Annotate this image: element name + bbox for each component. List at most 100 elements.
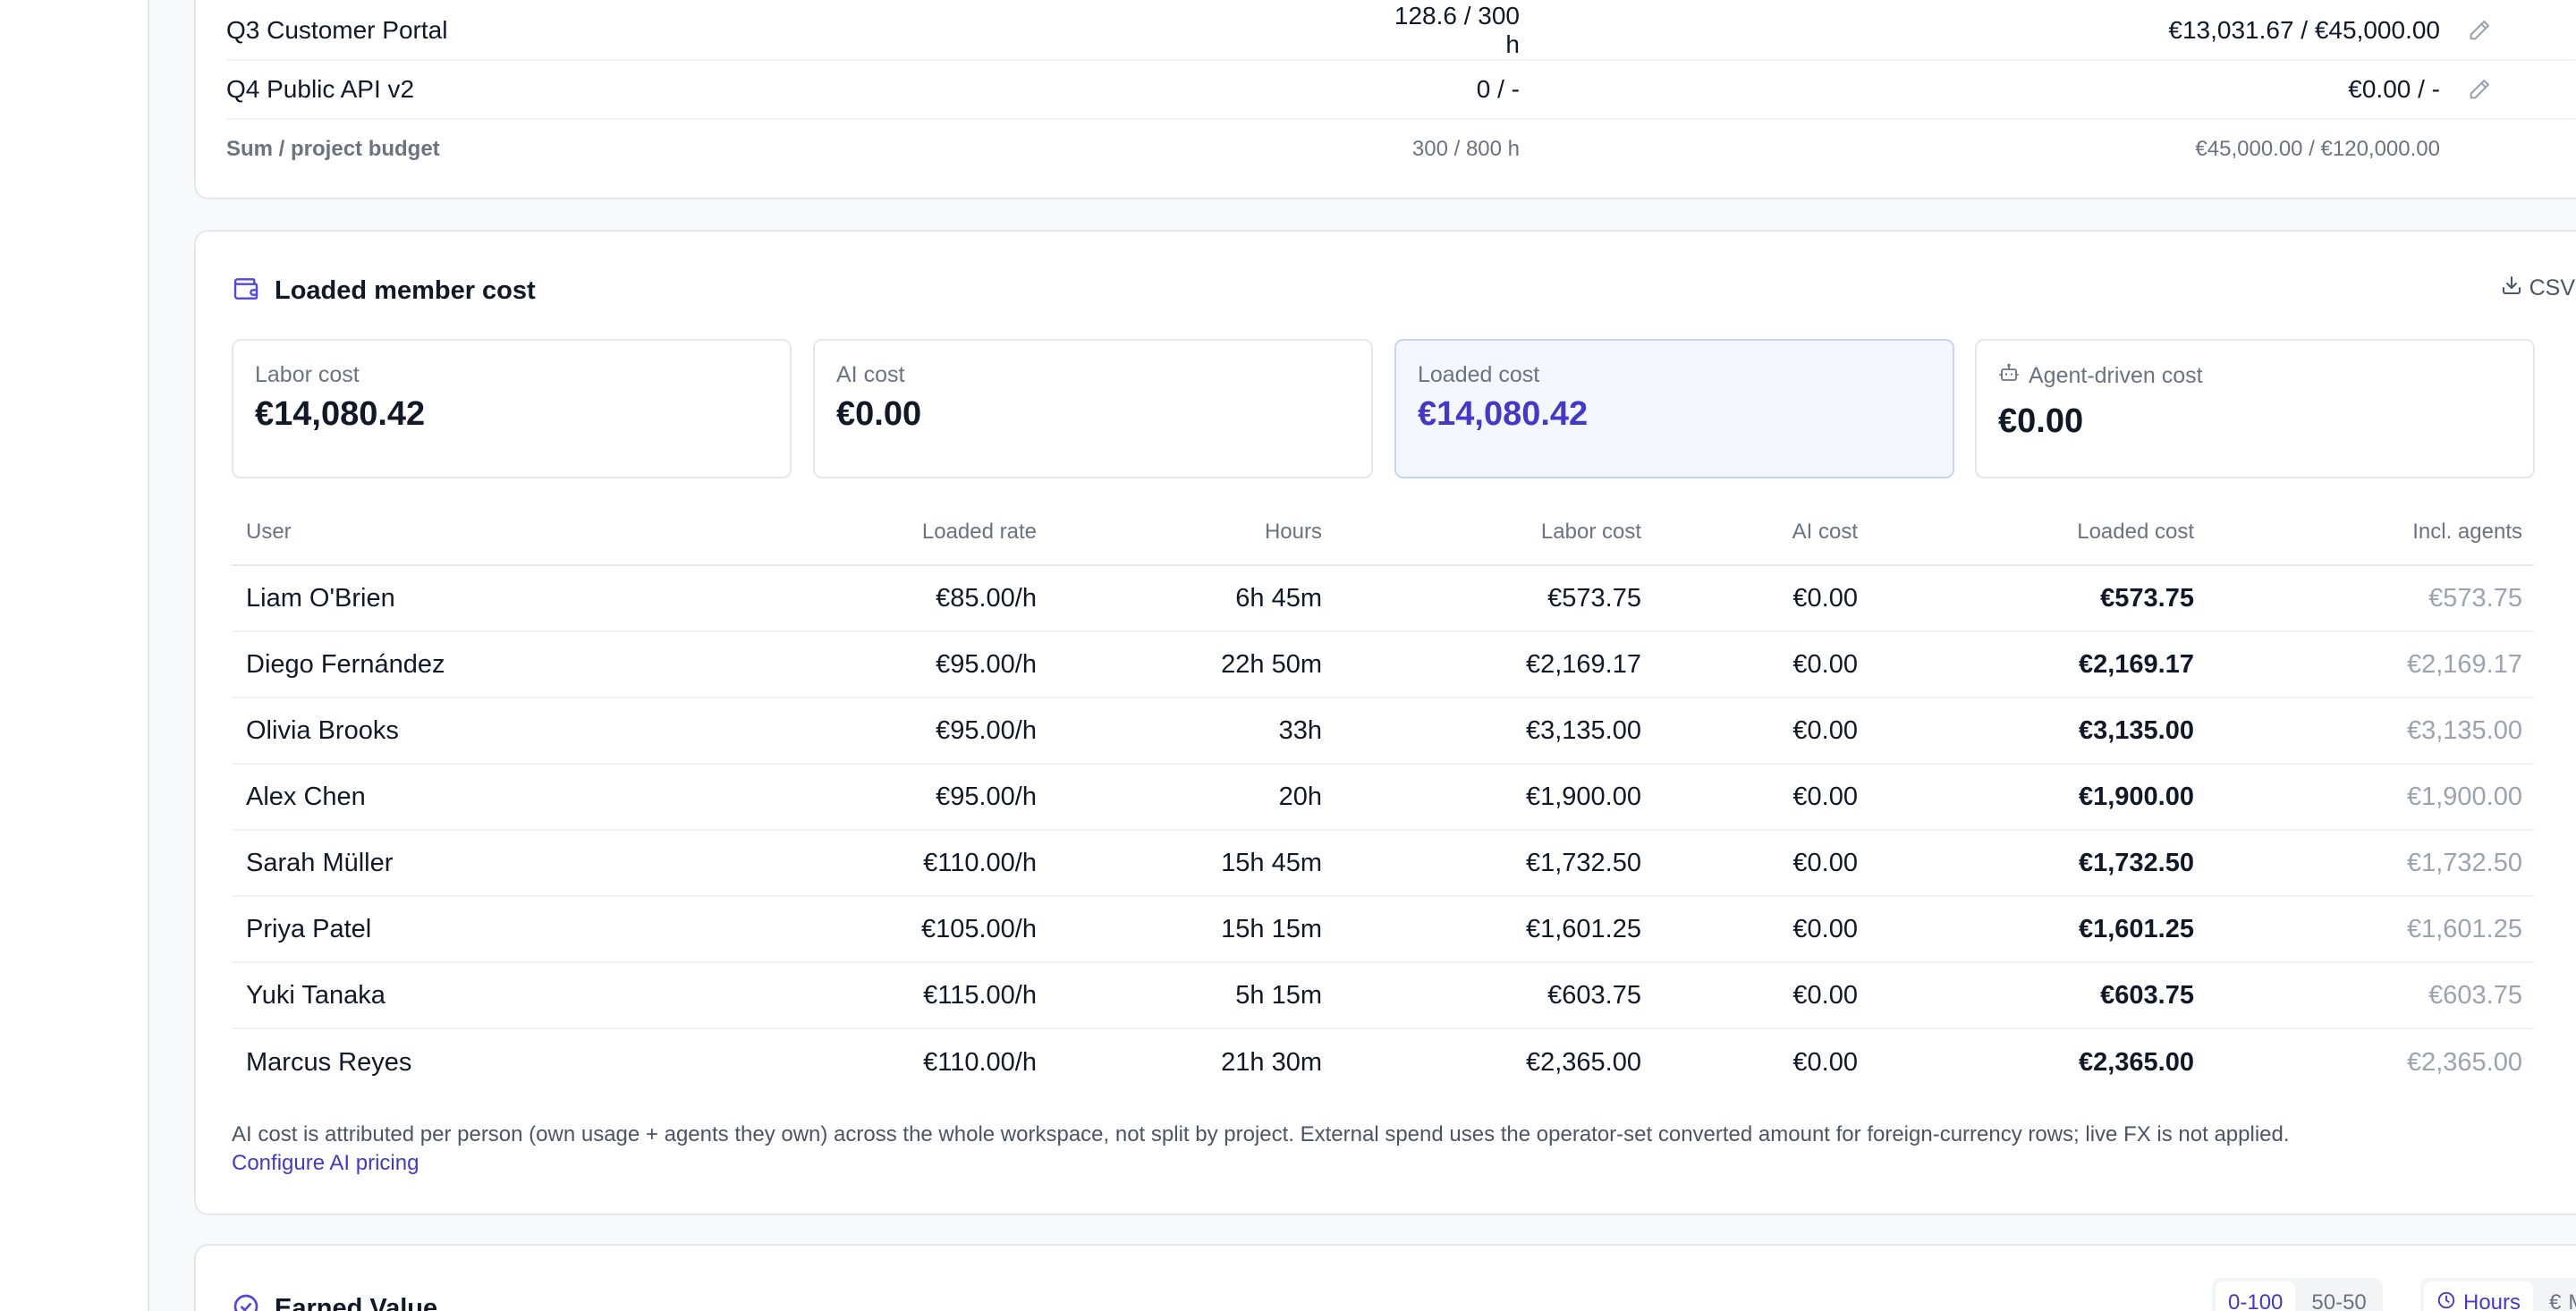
method-toggle: 0-100 50-50 [2212,1278,2383,1311]
cell-user: Alex Chen [246,782,366,811]
cell-incl-agents: €2,169.17 [2406,649,2522,679]
cell-user: Sarah Müller [246,848,394,877]
sidebar [0,0,149,1311]
stat-label: Labor cost [255,362,360,387]
pencil-icon[interactable] [2467,77,2492,102]
clock-icon [2436,1290,2456,1311]
cost-summary-stats: Labor cost €14,080.42 AI cost €0.00 Load… [232,339,2535,478]
header-labor-cost[interactable]: Labor cost [1540,520,1641,544]
gauge-icon [232,1292,260,1311]
cell-hours: 15h 15m [1221,914,1322,943]
table-row: Olivia Brooks €95.00/h 33h €3,135.00 €0.00 €3… [232,698,2534,765]
table-body: Liam O'Brien €85.00/h 6h 45m €573.75 €0.00 €5… [232,566,2534,1095]
stat-agent-driven-cost: Agent-driven cost €0.00 [1975,339,2535,478]
loaded-member-cost-card: Loaded member cost CSV Labor cost €14,08… [194,230,2576,1215]
cell-loaded-rate: €110.00/h [923,1047,1037,1077]
cell-hours: 33h [1278,715,1322,745]
earned-value-card: Earned Value 0-100 50-50 Hours € Money [194,1244,2576,1311]
unit-option-hours[interactable]: Hours [2424,1281,2534,1311]
table-row: Yuki Tanaka €115.00/h 5h 15m €603.75 €0.00 €6… [232,963,2534,1029]
budget-row: Q3 Customer Portal 128.6 / 300 h €13,031… [226,2,2575,61]
cell-hours: 22h 50m [1221,649,1322,679]
cell-loaded-rate: €115.00/h [923,980,1037,1010]
robot-icon [1998,362,2020,390]
cell-loaded-rate: €95.00/h [936,649,1037,679]
budget-money: €0.00 / - [2348,75,2440,103]
cell-loaded-cost: €573.75 [2100,583,2194,613]
cell-incl-agents: €1,900.00 [2406,782,2522,811]
stat-label: Agent-driven cost [2029,363,2203,388]
header-loaded-cost[interactable]: Loaded cost [2077,520,2194,544]
budget-sum-money: €45,000.00 / €120,000.00 [2195,137,2440,161]
budget-hours: 128.6 / 300 h [1394,2,1520,58]
stat-value: €0.00 [836,395,922,433]
cell-labor-cost: €603.75 [1547,980,1641,1010]
table-row: Marcus Reyes €110.00/h 21h 30m €2,365.00 €0.… [232,1029,2534,1095]
cell-loaded-rate: €105.00/h [920,914,1037,943]
cell-ai-cost: €0.00 [1792,848,1858,877]
budget-sum-row: Sum / project budget 300 / 800 h €45,000… [226,120,2575,179]
cell-incl-agents: €603.75 [2428,980,2522,1010]
download-icon [2501,275,2522,302]
stat-label: Loaded cost [1418,362,1540,387]
ai-cost-note: AI cost is attributed per person (own us… [232,1121,2557,1178]
stat-value: €14,080.42 [1418,395,1589,433]
stat-value: €0.00 [1998,402,2084,440]
cell-ai-cost: €0.00 [1792,782,1858,811]
method-option-50-50[interactable]: 50-50 [2311,1290,2367,1311]
header-ai-cost[interactable]: AI cost [1792,520,1858,544]
budget-project-name: Q4 Public API v2 [226,75,415,103]
budget-sum-hours: 300 / 800 h [1411,137,1520,161]
cell-loaded-cost: €1,601.25 [2078,914,2194,943]
cell-hours: 5h 15m [1235,980,1322,1010]
cell-ai-cost: €0.00 [1792,1047,1858,1077]
budget-sum-label: Sum / project budget [226,137,440,161]
header-incl-agents[interactable]: Incl. agents [2412,520,2522,544]
cell-labor-cost: €1,900.00 [1525,782,1641,811]
table-row: Sarah Müller €110.00/h 15h 45m €1,732.50 €0.… [232,831,2534,897]
cell-hours: 21h 30m [1221,1047,1322,1077]
header-loaded-rate[interactable]: Loaded rate [921,520,1037,544]
cell-labor-cost: €573.75 [1547,583,1641,613]
cell-user: Olivia Brooks [246,715,399,745]
cell-incl-agents: €2,365.00 [2406,1047,2522,1077]
table-row: Priya Patel €105.00/h 15h 15m €1,601.25 €0.0… [232,897,2534,963]
cell-user: Marcus Reyes [246,1047,412,1077]
budget-money: €13,031.67 / €45,000.00 [2168,16,2440,44]
stat-labor-cost: Labor cost €14,080.42 [232,339,792,478]
cell-hours: 6h 45m [1235,583,1322,613]
table-row: Diego Fernández €95.00/h 22h 50m €2,169.17 €… [232,632,2534,698]
method-option-0-100[interactable]: 0-100 [2216,1281,2296,1311]
unit-toggle: Hours € Money [2420,1278,2576,1311]
cell-user: Diego Fernández [246,649,445,679]
header-user[interactable]: User [246,520,292,544]
card-header: Earned Value [232,1292,437,1311]
cell-user: Liam O'Brien [246,583,395,613]
budget-row: Q4 Public API v2 0 / - €0.00 / - [226,61,2575,120]
cell-loaded-cost: €603.75 [2100,980,2194,1010]
cell-incl-agents: €1,732.50 [2406,848,2522,877]
cell-hours: 20h [1278,782,1322,811]
header-hours[interactable]: Hours [1264,520,1322,544]
cell-loaded-rate: €85.00/h [936,583,1037,613]
euro-icon: € [2549,1290,2562,1311]
cell-ai-cost: €0.00 [1792,649,1858,679]
csv-export-button[interactable]: CSV [2501,275,2575,302]
cell-loaded-cost: €1,900.00 [2078,782,2194,811]
configure-ai-pricing-link[interactable]: Configure AI pricing [232,1151,419,1175]
cell-labor-cost: €2,169.17 [1525,649,1641,679]
table-row: Liam O'Brien €85.00/h 6h 45m €573.75 €0.00 €5… [232,566,2534,632]
member-cost-table: User Loaded rate Hours Labor cost AI cos… [232,500,2534,1095]
unit-option-money[interactable]: € Money [2537,1281,2576,1311]
budget-hours: 0 / - [1476,75,1520,103]
cell-user: Yuki Tanaka [246,980,386,1010]
cell-loaded-rate: €110.00/h [923,848,1037,877]
cell-loaded-rate: €95.00/h [936,715,1037,745]
card-header: Loaded member cost CSV [232,273,2575,309]
pencil-icon[interactable] [2467,18,2492,43]
cell-loaded-cost: €3,135.00 [2078,715,2194,745]
stat-label: AI cost [836,362,905,387]
cell-ai-cost: €0.00 [1792,715,1858,745]
cell-loaded-rate: €95.00/h [936,782,1037,811]
cell-hours: 15h 45m [1221,848,1322,877]
